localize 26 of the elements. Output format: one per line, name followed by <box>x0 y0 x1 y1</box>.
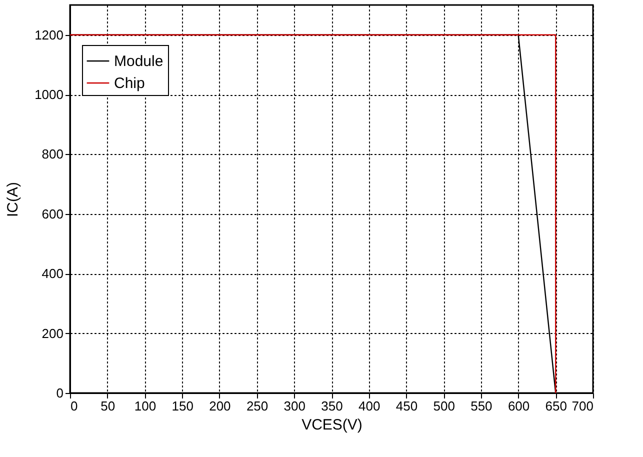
y-tick-label: 200 <box>42 326 64 341</box>
x-tick-label: 350 <box>321 398 343 414</box>
x-tick-label: 150 <box>172 398 194 414</box>
x-tick-label: 0 <box>70 398 78 414</box>
legend-label: Module <box>114 53 164 70</box>
y-tick-label: 1000 <box>34 87 64 102</box>
x-tick-label: 650 <box>545 398 567 414</box>
y-tick-label: 0 <box>56 386 64 400</box>
y-tick-label: 400 <box>42 266 64 282</box>
y-tick-label: 600 <box>42 206 64 222</box>
y-axis-title: IC(A) <box>4 182 22 217</box>
x-tick-label: 250 <box>246 398 268 414</box>
x-tick-label: 700 <box>572 398 594 414</box>
y-tick-label: 800 <box>42 146 64 162</box>
x-tick-label: 450 <box>396 398 418 414</box>
x-tick-label: 50 <box>100 398 116 414</box>
x-tick-label: 300 <box>284 398 306 414</box>
y-tick-label: 1200 <box>34 27 64 42</box>
x-tick-label: 500 <box>433 398 455 414</box>
x-axis-title: VCES(V) <box>302 416 362 434</box>
x-tick-label: 550 <box>470 398 492 414</box>
x-tick-label: 100 <box>134 398 156 414</box>
x-tick-label: 200 <box>209 398 231 414</box>
legend-label: Chip <box>114 75 145 92</box>
x-tick-label: 400 <box>358 398 380 414</box>
x-tick-label: 600 <box>508 398 530 414</box>
